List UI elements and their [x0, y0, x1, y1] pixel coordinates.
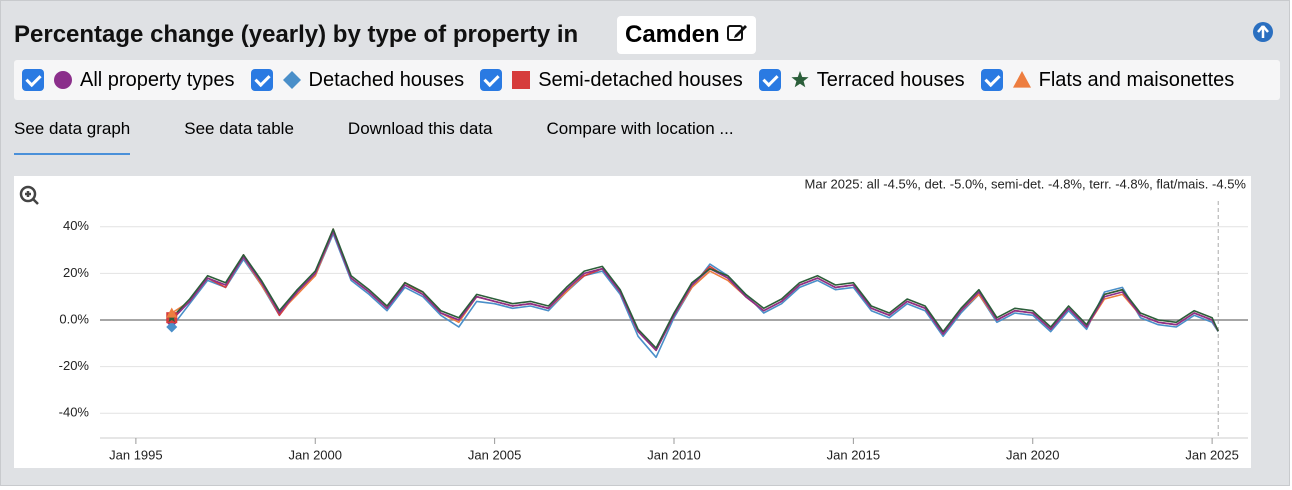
x-tick-label: Jan 2005	[468, 447, 522, 462]
x-tick-label: Jan 2010	[647, 447, 701, 462]
tab[interactable]: Download this data	[347, 119, 493, 138]
series-line	[171, 228, 1219, 352]
checkbox[interactable]	[22, 69, 44, 91]
x-tick-label: Jan 2020	[1006, 447, 1060, 462]
series-line	[171, 230, 1219, 352]
checkbox[interactable]	[980, 69, 1003, 91]
legend-item[interactable]: Detached houses	[250, 68, 465, 92]
legend-label: Flats and maisonettes	[1038, 68, 1235, 91]
legend-symbol	[1012, 71, 1031, 88]
marker	[166, 307, 178, 318]
x-tick-label: Jan 2015	[827, 447, 881, 462]
tabs: See data graph See data table Download thi…	[14, 119, 788, 155]
legend-label: Detached houses	[308, 68, 465, 91]
location: Camden	[625, 21, 720, 48]
marker	[166, 321, 178, 333]
x-tick-label: Jan 2000	[289, 447, 343, 462]
y-tick-label: -40%	[59, 405, 90, 420]
chart: Mar 2025: all -4.5%, det. -5.0%, semi-de…	[14, 176, 1251, 468]
tab[interactable]: See data table	[184, 119, 294, 138]
legend-symbol	[512, 71, 531, 89]
marker	[282, 71, 301, 89]
annotation: Mar 2025: all -4.5%, det. -5.0%, semi-de…	[805, 176, 1247, 191]
series-line	[171, 230, 1219, 352]
scroll-up-button[interactable]	[1253, 22, 1273, 42]
legend-item[interactable]: Flats and maisonettes	[980, 68, 1235, 92]
x-tick-label: Jan 1995	[109, 447, 163, 462]
edit-icon	[727, 25, 748, 41]
y-tick-label: 40%	[63, 218, 89, 233]
y-tick-label: -20%	[59, 358, 90, 373]
marker	[791, 71, 809, 88]
tab[interactable]: See data graph	[14, 119, 131, 155]
legend-item[interactable]: Terraced houses	[758, 68, 965, 92]
legend-label: Terraced houses	[816, 68, 965, 91]
x-tick-label: Jan 2025	[1185, 447, 1239, 462]
legend-label: All property types	[80, 68, 235, 91]
series-line	[171, 228, 1219, 349]
zoom-icon[interactable]	[19, 185, 39, 205]
legend-item[interactable]: Semi-detached houses	[480, 69, 743, 92]
checkbox[interactable]	[758, 69, 781, 91]
y-tick-label: 0.0%	[59, 311, 89, 326]
legend-symbol	[282, 71, 301, 89]
marker	[54, 71, 72, 89]
marker	[1012, 71, 1031, 88]
legend-symbol	[54, 71, 72, 89]
legend: All property types Detached houses Semi-de…	[14, 60, 1280, 100]
up-icon	[1257, 25, 1269, 38]
checkbox[interactable]	[250, 69, 273, 91]
tab[interactable]: Compare with location ...	[546, 119, 734, 138]
marker	[512, 71, 531, 89]
location-selector[interactable]: Camden	[617, 16, 757, 54]
series-line	[171, 233, 1219, 359]
y-tick-label: 20%	[63, 265, 89, 280]
title: Percentage change (yearly) by type of pr…	[14, 21, 579, 48]
legend-label: Semi-detached houses	[538, 68, 743, 91]
legend-item[interactable]: All property types	[22, 69, 235, 92]
checkbox[interactable]	[480, 69, 503, 91]
legend-symbol	[791, 71, 809, 88]
